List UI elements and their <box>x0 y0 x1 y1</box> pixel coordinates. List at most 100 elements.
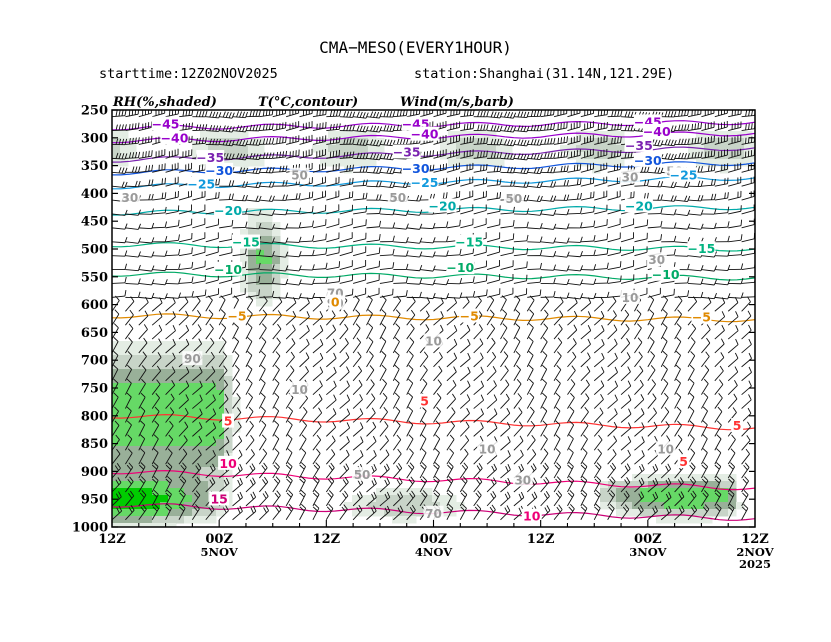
wind-barb <box>299 489 306 507</box>
rh-cell <box>120 355 129 363</box>
rh-cell <box>160 502 169 510</box>
rh-cell <box>632 509 641 517</box>
wind-barb <box>232 181 249 188</box>
wind-barb <box>165 278 181 285</box>
wind-barb <box>660 350 668 368</box>
rh-cell <box>632 495 641 503</box>
wind-barb <box>366 450 377 465</box>
rh-cell <box>136 474 145 482</box>
rh-cell <box>176 488 185 496</box>
wind-barb <box>486 477 497 493</box>
rh-cell <box>136 404 145 412</box>
rh-cell <box>344 166 353 174</box>
wind-barb <box>714 206 730 215</box>
wind-barb <box>258 462 268 479</box>
wind-barb <box>661 195 677 202</box>
rh-cell <box>584 131 593 139</box>
rh-cell <box>728 502 737 510</box>
wind-barb <box>299 420 307 437</box>
wind-barb <box>527 249 543 257</box>
wind-barb <box>420 292 436 300</box>
wind-barb <box>433 365 443 382</box>
wind-barb <box>446 277 463 285</box>
wind-barb <box>258 434 267 451</box>
wind-barb <box>205 232 219 243</box>
wind-barb <box>607 310 617 326</box>
wind-barb <box>299 148 313 159</box>
wind-barb <box>353 205 368 215</box>
wind-barb <box>112 406 119 423</box>
wind-barb <box>473 163 488 173</box>
wind-barb <box>326 338 337 354</box>
rh-cell <box>352 131 361 139</box>
wind-barb <box>647 337 655 354</box>
wind-barb <box>500 491 511 507</box>
wind-barb <box>379 309 387 326</box>
wind-barb <box>259 166 275 174</box>
temperature-label-background <box>651 266 680 281</box>
wind-barb <box>459 380 471 396</box>
wind-barb <box>754 227 755 228</box>
wind-barb <box>151 503 160 520</box>
rh-cell <box>688 516 697 524</box>
wind-barb <box>178 296 189 312</box>
wind-barb <box>513 350 521 368</box>
rh-cell <box>592 145 601 153</box>
wind-barb <box>554 194 570 201</box>
rh-cell <box>224 390 233 398</box>
rh-cell <box>160 495 169 503</box>
rh-cell <box>120 474 129 482</box>
wind-barb <box>352 436 364 451</box>
wind-barb <box>419 490 428 507</box>
rh-cell <box>680 488 689 496</box>
rh-cell <box>136 369 145 377</box>
x-tick-label: 00Z <box>205 532 233 547</box>
wind-barb <box>714 379 724 395</box>
rh-cell <box>200 467 209 475</box>
rh-cell <box>120 411 129 419</box>
rh-cell <box>112 145 121 153</box>
rh-cell <box>160 446 169 454</box>
rh-cell <box>280 264 289 272</box>
wind-barb <box>420 265 436 272</box>
wind-barb <box>446 420 455 437</box>
rh-cell <box>176 460 185 468</box>
wind-barb <box>459 394 471 409</box>
wind-barb <box>701 392 709 409</box>
rh-cell <box>248 278 257 286</box>
rh-contour-label: 30 <box>648 253 665 267</box>
wind-barb <box>353 192 368 201</box>
rh-cell <box>120 404 129 412</box>
rh-cell <box>144 502 153 510</box>
wind-barb <box>325 462 335 479</box>
rh-cell <box>136 432 145 440</box>
wind-barb <box>379 505 391 521</box>
wind-barb <box>419 378 428 395</box>
rh-cell <box>456 138 465 146</box>
rh-cell <box>128 523 137 527</box>
rh-cell <box>272 229 281 237</box>
wind-barb <box>754 463 755 465</box>
rh-cell <box>160 369 169 377</box>
wind-barb <box>219 219 234 229</box>
wind-barb <box>245 463 256 479</box>
wind-barb <box>486 394 498 409</box>
rh-cell <box>568 152 577 160</box>
wind-barb <box>178 204 192 215</box>
rh-cell <box>184 467 193 475</box>
wind-barb <box>553 296 564 312</box>
wind-barb <box>366 365 375 382</box>
wind-barb <box>124 378 132 395</box>
wind-barb <box>232 350 240 368</box>
rh-cell <box>168 453 177 461</box>
wind-barb <box>286 279 302 286</box>
rh-cell <box>208 145 217 153</box>
wind-barb <box>714 120 728 132</box>
wind-barb <box>473 137 489 145</box>
wind-barb <box>192 260 206 271</box>
rh-cell <box>208 131 217 139</box>
wind-barb <box>366 125 383 133</box>
wind-barb <box>259 237 275 244</box>
wind-barb <box>660 295 669 312</box>
wind-barb <box>661 288 675 298</box>
